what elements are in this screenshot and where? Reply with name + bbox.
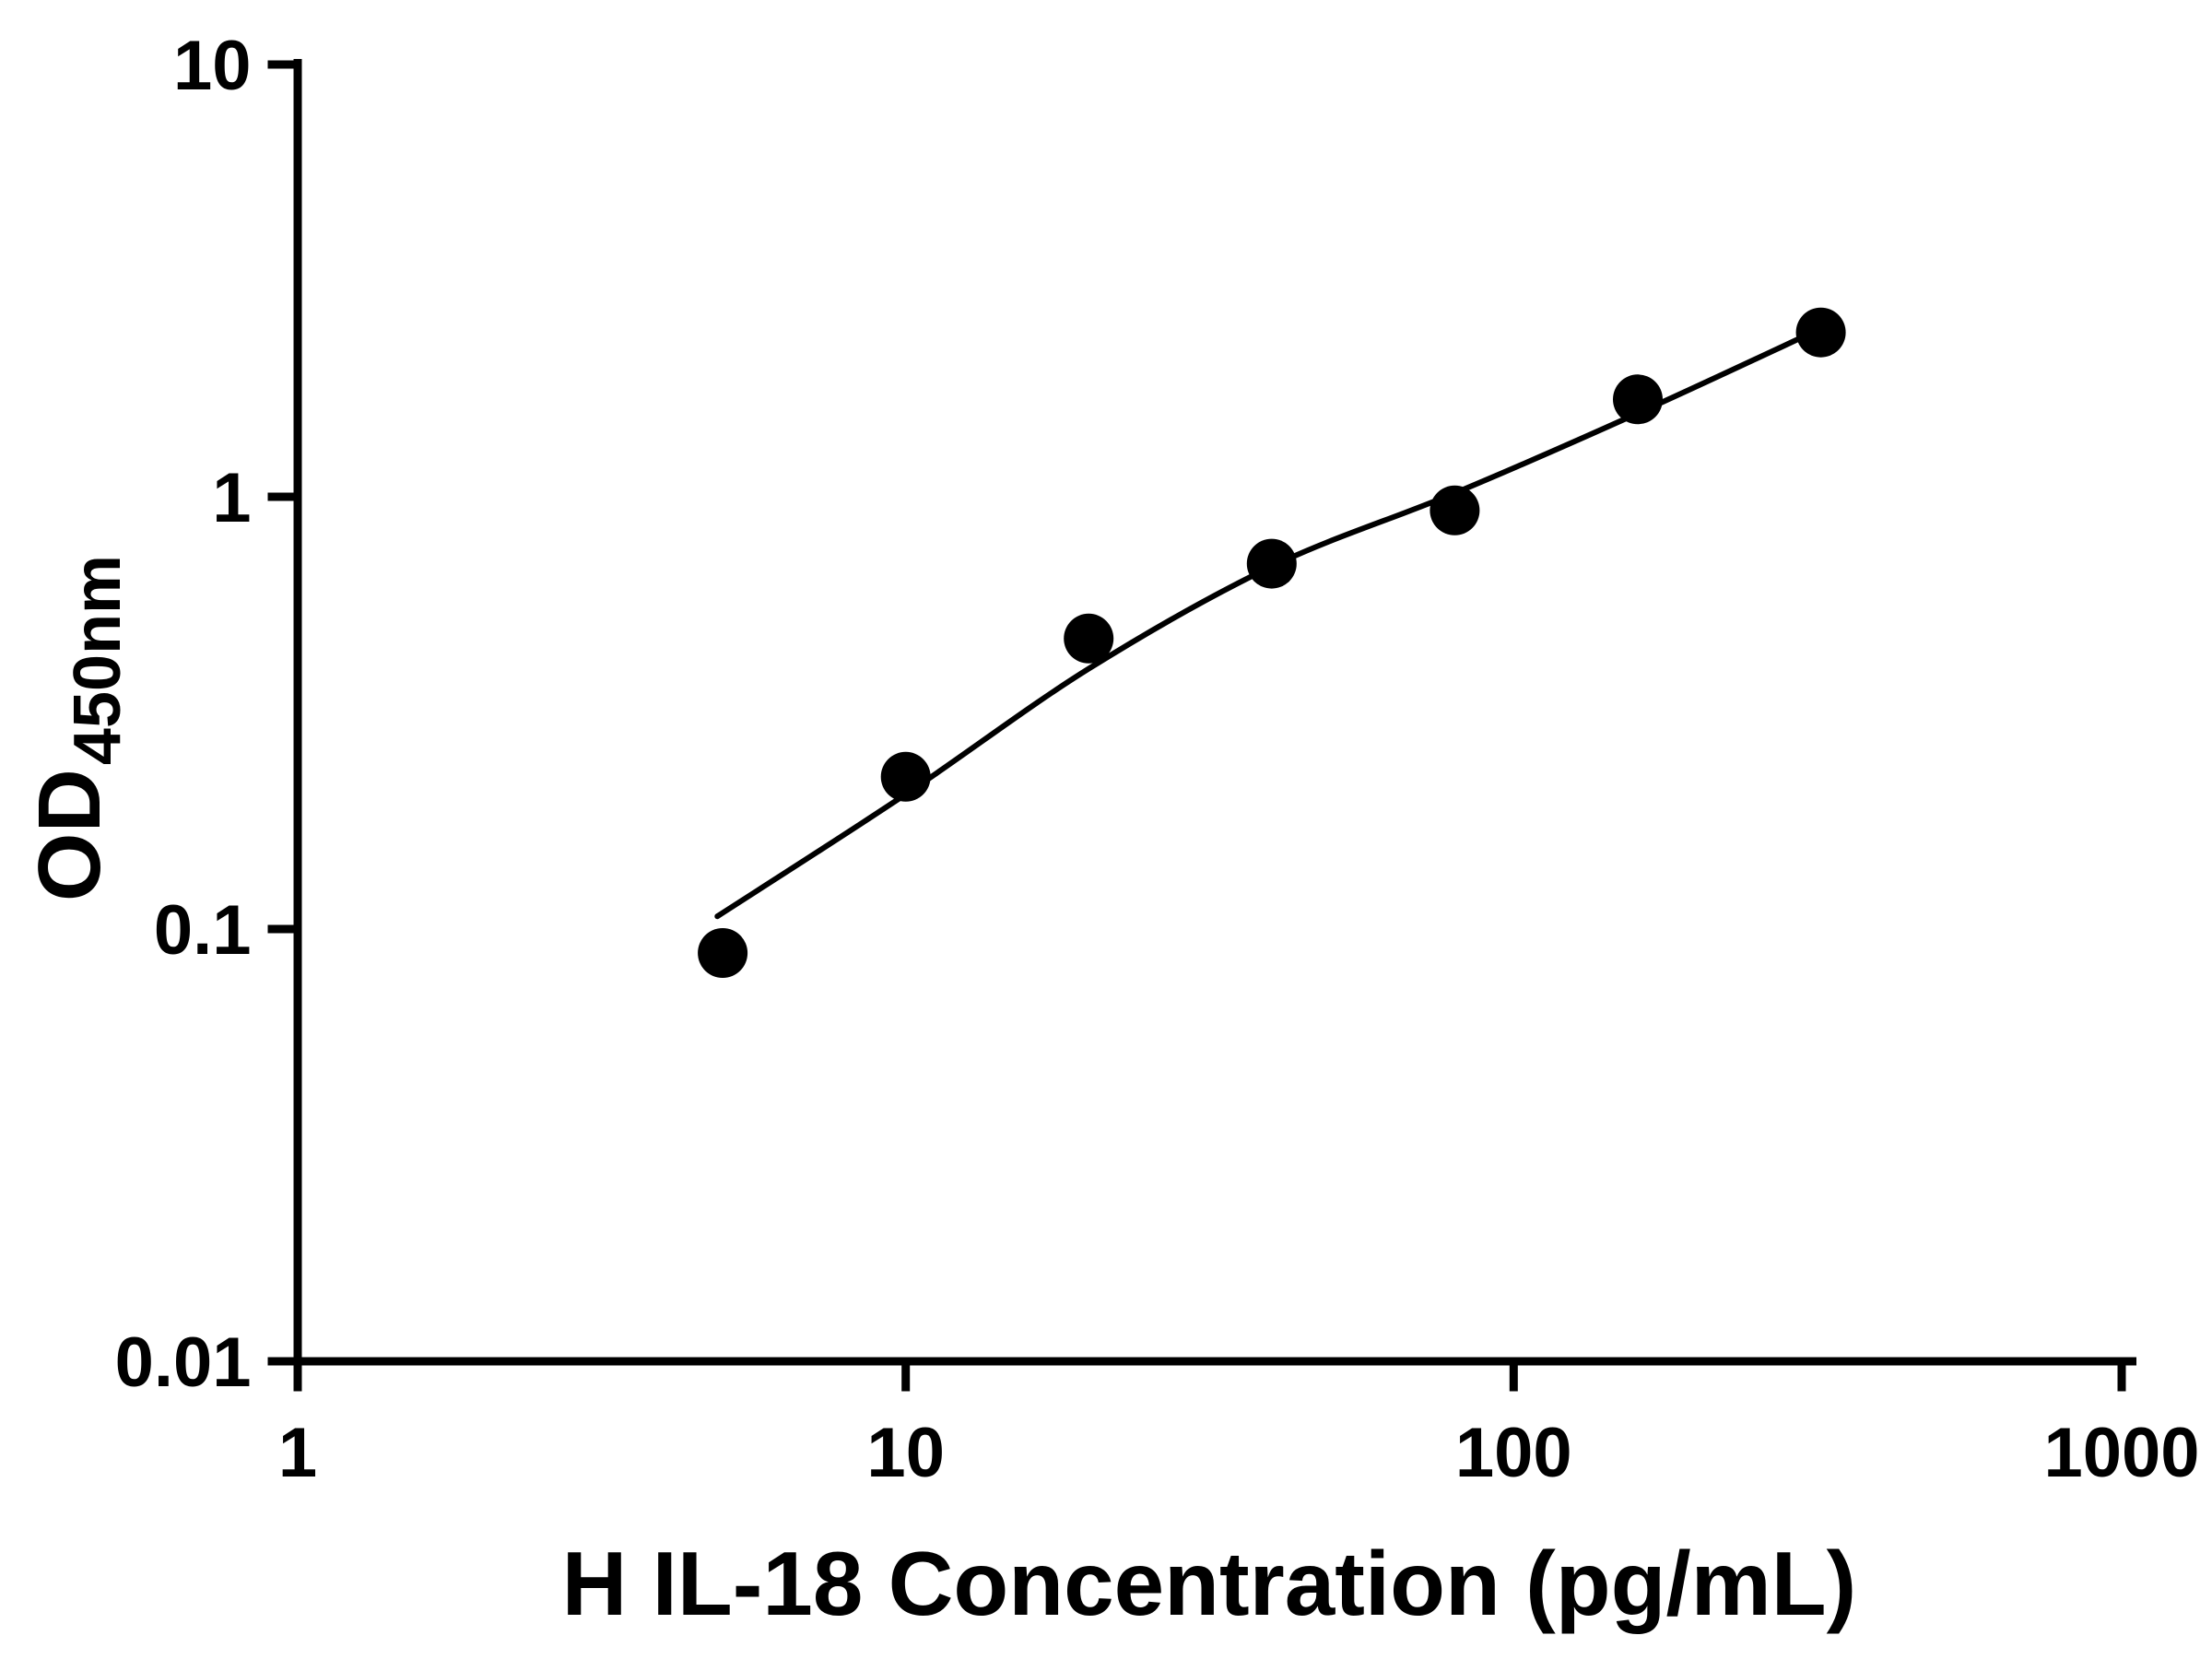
y-tick-label: 0.01 bbox=[115, 1324, 252, 1402]
y-tick-label: 0.1 bbox=[154, 891, 252, 970]
x-tick-label: 1 bbox=[278, 1414, 317, 1492]
data-point bbox=[1430, 485, 1480, 535]
data-point bbox=[1064, 613, 1114, 664]
data-point bbox=[1795, 307, 1846, 358]
y-axis-title-main: OD bbox=[20, 769, 119, 901]
data-point bbox=[1246, 538, 1297, 589]
tick-labels: 1 10 100 1000 0.01 0.1 1 10 bbox=[115, 27, 2200, 1492]
x-tick-label: 1000 bbox=[2043, 1414, 2199, 1492]
tick-marks bbox=[267, 60, 2126, 1392]
axes bbox=[293, 59, 2136, 1366]
data-point bbox=[880, 751, 931, 802]
x-tick-label: 100 bbox=[1455, 1414, 1572, 1492]
x-tick-label: 10 bbox=[866, 1414, 945, 1492]
y-tick-label: 10 bbox=[173, 27, 252, 105]
y-axis-title-subscript: 450nm bbox=[61, 555, 135, 765]
y-axis-title: OD450nm bbox=[20, 555, 135, 901]
x-axis-title: H IL-18 Concentration (pg/mL) bbox=[562, 1533, 1857, 1634]
y-tick-label: 1 bbox=[212, 459, 251, 537]
data-points bbox=[698, 307, 1846, 978]
data-point bbox=[698, 928, 748, 978]
data-point bbox=[1613, 374, 1663, 425]
